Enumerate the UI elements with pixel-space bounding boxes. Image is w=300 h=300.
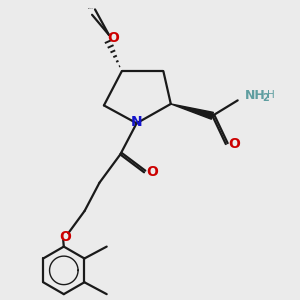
Text: H: H	[267, 90, 275, 100]
Text: O: O	[146, 165, 158, 179]
Text: N: N	[131, 116, 142, 129]
Polygon shape	[171, 104, 213, 119]
Text: NH: NH	[245, 88, 266, 101]
Text: O: O	[228, 137, 240, 151]
Text: 2: 2	[262, 93, 269, 103]
Text: methoxy: methoxy	[87, 8, 94, 9]
Text: O: O	[107, 31, 119, 45]
Text: O: O	[59, 230, 70, 244]
